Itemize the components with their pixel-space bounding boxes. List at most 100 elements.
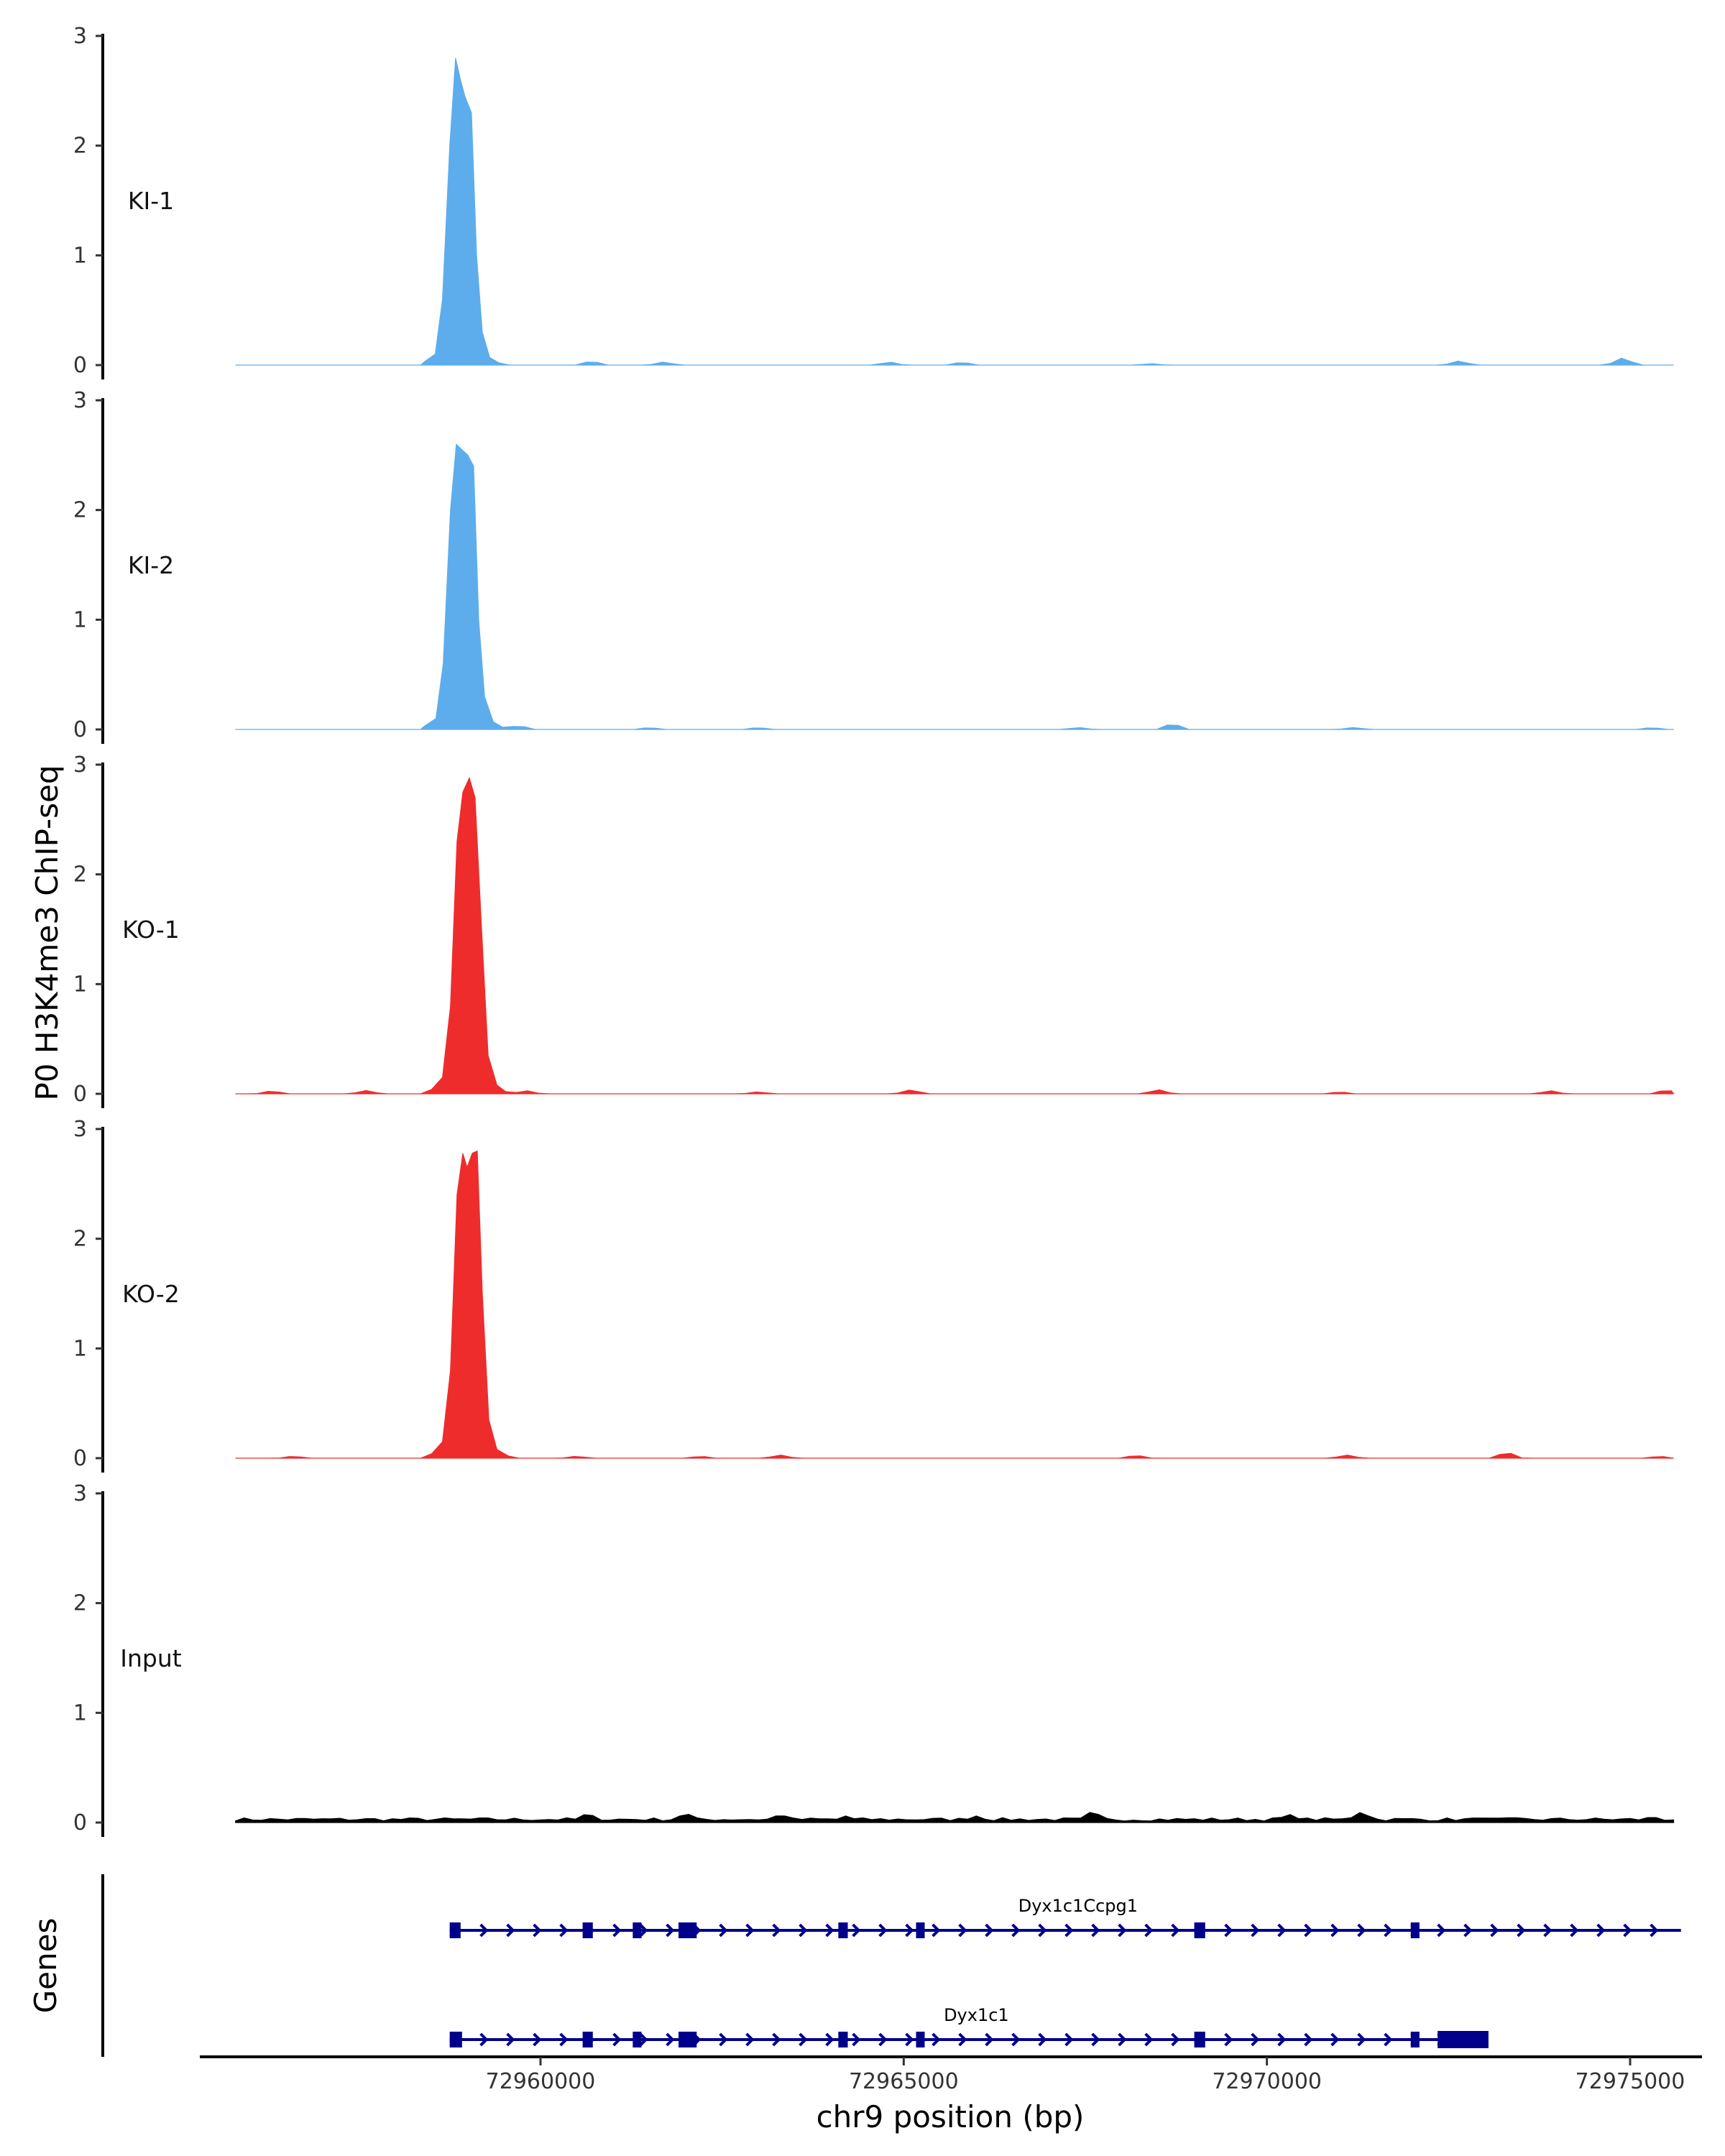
- strand-arrow-icon: [506, 1923, 515, 1938]
- gene-dyx1c1ccpg1: Dyx1c1Ccpg1: [449, 1896, 1681, 1938]
- strand-arrow-icon: [1064, 1923, 1074, 1938]
- strand-arrow-icon: [1224, 1923, 1233, 1938]
- strand-arrow-icon: [506, 2032, 515, 2047]
- gene-exon: [1410, 1922, 1420, 1938]
- strand-arrow-icon: [1463, 1923, 1473, 1938]
- strand-arrow-icon: [719, 2032, 728, 2047]
- gene-exon: [1194, 2032, 1205, 2047]
- track-ki-2: 0 1 2 3 KI-2: [73, 388, 1674, 744]
- strand-arrow-icon: [1384, 1923, 1393, 1938]
- strand-arrow-icon: [1357, 2032, 1366, 2047]
- gene-exon: [1438, 2031, 1489, 2048]
- coverage-area: [234, 1812, 1675, 1823]
- strand-arrow-icon: [719, 1923, 728, 1938]
- strand-arrow-icon: [639, 2032, 648, 2047]
- y-tick-label: 0: [73, 717, 87, 742]
- track-label: KO-1: [122, 916, 180, 944]
- gene-exon: [678, 2032, 697, 2047]
- strand-arrow-icon: [1623, 1923, 1632, 1938]
- strand-arrow-icon: [1277, 2032, 1287, 2047]
- gene-exon: [632, 1922, 642, 1938]
- y-tick-label: 0: [73, 1082, 87, 1107]
- strand-arrow-icon: [958, 2032, 967, 2047]
- strand-arrow-icon: [559, 2032, 569, 2047]
- strand-arrow-icon: [1011, 1923, 1021, 1938]
- strand-arrow-icon: [1517, 1923, 1526, 1938]
- y-tick-label: 1: [73, 972, 87, 997]
- strand-arrow-icon: [1091, 1923, 1100, 1938]
- strand-arrow-icon: [825, 2032, 834, 2047]
- coverage-area: [235, 1150, 1674, 1459]
- y-tick-label: 2: [73, 1227, 87, 1252]
- gene-exon: [449, 2032, 462, 2047]
- track-label: Input: [120, 1644, 182, 1672]
- strand-arrow-icon: [932, 2032, 941, 2047]
- strand-arrow-icon: [1224, 2032, 1233, 2047]
- y-tick-label: 3: [73, 1481, 87, 1506]
- y-tick-label: 1: [73, 607, 87, 632]
- strand-arrow-icon: [1384, 2032, 1393, 2047]
- strand-arrow-icon: [905, 1923, 914, 1938]
- strand-arrow-icon: [1277, 1923, 1287, 1938]
- y-tick-label: 1: [73, 243, 87, 268]
- strand-arrow-icon: [772, 1923, 781, 1938]
- strand-arrow-icon: [533, 1923, 542, 1938]
- strand-arrow-icon: [1171, 1923, 1180, 1938]
- track-input: 0 1 2 3 Input: [73, 1481, 1675, 1837]
- strand-arrow-icon: [1570, 1923, 1579, 1938]
- x-axis: 72960000 72965000 72970000 72975000: [200, 2055, 1702, 2094]
- strand-arrow-icon: [1357, 1923, 1366, 1938]
- strand-arrow-icon: [852, 1923, 861, 1938]
- x-tick-label: 72960000: [486, 2069, 596, 2094]
- gene-exon: [449, 1922, 461, 1938]
- track-label: KI-1: [128, 187, 174, 215]
- strand-arrow-icon: [479, 2032, 489, 2047]
- strand-arrow-icon: [533, 2032, 542, 2047]
- strand-arrow-icon: [932, 1923, 941, 1938]
- gene-exon: [916, 1922, 925, 1938]
- gene-exon: [838, 2032, 848, 2047]
- gene-exon: [632, 2032, 642, 2047]
- strand-arrow-icon: [666, 2032, 675, 2047]
- strand-arrow-icon: [745, 1923, 755, 1938]
- y-tick-label: 2: [73, 1591, 87, 1616]
- x-axis-title: chr9 position (bp): [816, 2099, 1085, 2134]
- genes-axis-title: Genes: [28, 1918, 63, 2014]
- y-tick-label: 3: [73, 1117, 87, 1142]
- strand-arrow-icon: [825, 1923, 834, 1938]
- strand-arrow-icon: [878, 2032, 888, 2047]
- strand-arrow-icon: [1064, 2032, 1074, 2047]
- strand-arrow-icon: [1490, 1923, 1499, 1938]
- track-label: KO-2: [122, 1280, 180, 1308]
- y-tick-label: 3: [73, 752, 87, 778]
- strand-arrow-icon: [479, 1923, 489, 1938]
- gene-dyx1c1: Dyx1c1: [449, 2005, 1489, 2048]
- y-tick-label: 1: [73, 1336, 87, 1361]
- x-tick-label: 72975000: [1576, 2069, 1685, 2094]
- gene-exon: [916, 2032, 925, 2047]
- strand-arrow-icon: [612, 1923, 622, 1938]
- y-tick-label: 0: [73, 1446, 87, 1471]
- gene-exon: [582, 2032, 593, 2047]
- strand-arrow-icon: [1038, 1923, 1047, 1938]
- strand-arrow-icon: [958, 1923, 967, 1938]
- strand-arrow-icon: [1437, 1923, 1446, 1938]
- strand-arrow-icon: [1038, 2032, 1047, 2047]
- strand-arrow-icon: [612, 2032, 622, 2047]
- coverage-area: [235, 57, 1674, 366]
- strand-arrow-icon: [1330, 1923, 1340, 1938]
- strand-arrow-icon: [1144, 1923, 1154, 1938]
- coverage-area: [235, 776, 1675, 1095]
- y-tick-label: 2: [73, 134, 87, 159]
- track-label: KI-2: [128, 551, 174, 579]
- strand-arrow-icon: [666, 1923, 675, 1938]
- strand-arrow-icon: [1144, 2032, 1154, 2047]
- strand-arrow-icon: [878, 1923, 888, 1938]
- track-ko-2: 0 1 2 3 KO-2: [73, 1117, 1674, 1473]
- strand-arrow-icon: [1118, 2032, 1127, 2047]
- x-tick-label: 72965000: [849, 2069, 959, 2094]
- strand-arrow-icon: [1011, 2032, 1021, 2047]
- track-ko-1: 0 1 2 3 KO-1: [73, 752, 1675, 1108]
- strand-arrow-icon: [985, 1923, 994, 1938]
- gene-exon: [678, 1922, 697, 1938]
